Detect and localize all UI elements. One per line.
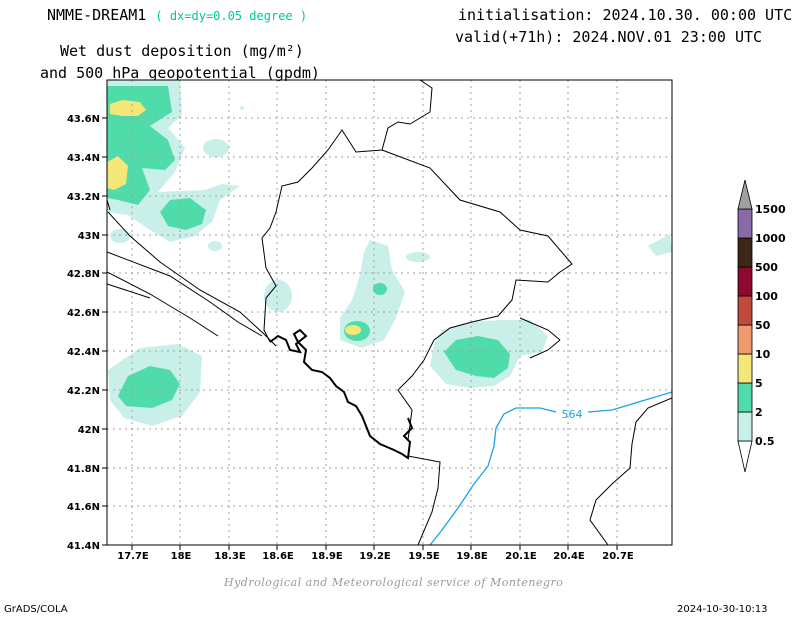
valid-time: valid(+71h): 2024.NOV.01 23:00 UTC [455, 28, 763, 46]
borders [107, 80, 672, 545]
software-credit: GrADS/COLA [4, 604, 68, 615]
init-time: initialisation: 2024.10.30. 00:00 UTC [458, 6, 793, 24]
y-tick-label: 43.4N [67, 153, 100, 164]
deposition-high [107, 100, 361, 335]
colorbar-swatch [737, 353, 753, 384]
y-tick-label: 41.8N [67, 464, 100, 475]
y-tick-label: 43N [78, 231, 100, 242]
y-tick-label: 42N [78, 425, 100, 436]
x-tick-label: 20.4E [553, 551, 585, 562]
colorbar-lower-arrow [737, 440, 753, 473]
y-tick-label: 41.4N [67, 541, 100, 552]
y-tick-labels: 43.6N 43.4N 43.2N 43N 42.8N 42.6N 42.4N … [67, 114, 100, 552]
colorbar-label: 5 [755, 377, 763, 390]
geopotential-contour [429, 391, 672, 545]
x-tick-label: 18.3E [214, 551, 246, 562]
resolution-note: ( dx=dy=0.05 degree ) [155, 9, 308, 23]
y-tick-label: 43.6N [67, 114, 100, 125]
x-tick-label: 20.1E [505, 551, 537, 562]
contour-label: 564 [562, 408, 583, 421]
colorbar-labels: 0.5 2 5 10 50 100 500 1000 1500 [755, 203, 786, 448]
x-tick-label: 19.5E [408, 551, 440, 562]
y-tick-label: 43.2N [67, 192, 100, 203]
x-tick-label: 18.6E [262, 551, 294, 562]
colorbar-swatch [737, 411, 753, 442]
colorbar-swatch [737, 208, 753, 239]
colorbar-upper-arrow [737, 179, 753, 210]
agency-credit: Hydrological and Meteorological service … [224, 576, 564, 589]
colorbar-swatch [737, 324, 753, 355]
x-tick-label: 19.8E [456, 551, 488, 562]
colorbar-label: 1000 [755, 232, 786, 245]
colorbar-label: 10 [755, 348, 771, 361]
x-tick-label: 20.7E [602, 551, 634, 562]
colorbar-label: 0.5 [755, 435, 775, 448]
colorbar-swatch [737, 266, 753, 297]
deposition-light [107, 80, 672, 426]
y-tick-label: 42.4N [67, 347, 100, 358]
map-title-line1: Wet dust deposition (mg/m²) [60, 42, 304, 60]
y-tick-label: 41.6N [67, 502, 100, 513]
colorbar-swatch [737, 295, 753, 326]
colorbar-label: 1500 [755, 203, 786, 216]
tick-marks [102, 117, 618, 550]
deposition-field [107, 80, 672, 426]
colorbar-label: 100 [755, 290, 778, 303]
x-tick-labels: 17.7E 18E 18.3E 18.6E 18.9E 19.2E 19.5E … [117, 551, 634, 562]
model-name: NMME-DREAM1 ( dx=dy=0.05 degree ) [47, 6, 308, 24]
grid-lines [107, 80, 672, 545]
render-timestamp: 2024-10-30-10:13 [677, 604, 768, 615]
colorbar-label: 2 [755, 406, 763, 419]
colorbar-label: 50 [755, 319, 771, 332]
map-title-line2: and 500 hPa geopotential (gpdm) [40, 64, 320, 82]
x-tick-label: 19.2E [359, 551, 391, 562]
x-tick-label: 17.7E [117, 551, 149, 562]
y-tick-label: 42.6N [67, 308, 100, 319]
x-tick-label: 18.9E [311, 551, 343, 562]
colorbar-label: 500 [755, 261, 778, 274]
colorbar-swatch [737, 382, 753, 413]
colorbar-swatch [737, 237, 753, 268]
y-tick-label: 42.8N [67, 269, 100, 280]
coastline [269, 328, 414, 460]
x-tick-label: 18E [171, 551, 192, 562]
y-tick-label: 42.2N [67, 386, 100, 397]
colorbar [737, 179, 753, 473]
